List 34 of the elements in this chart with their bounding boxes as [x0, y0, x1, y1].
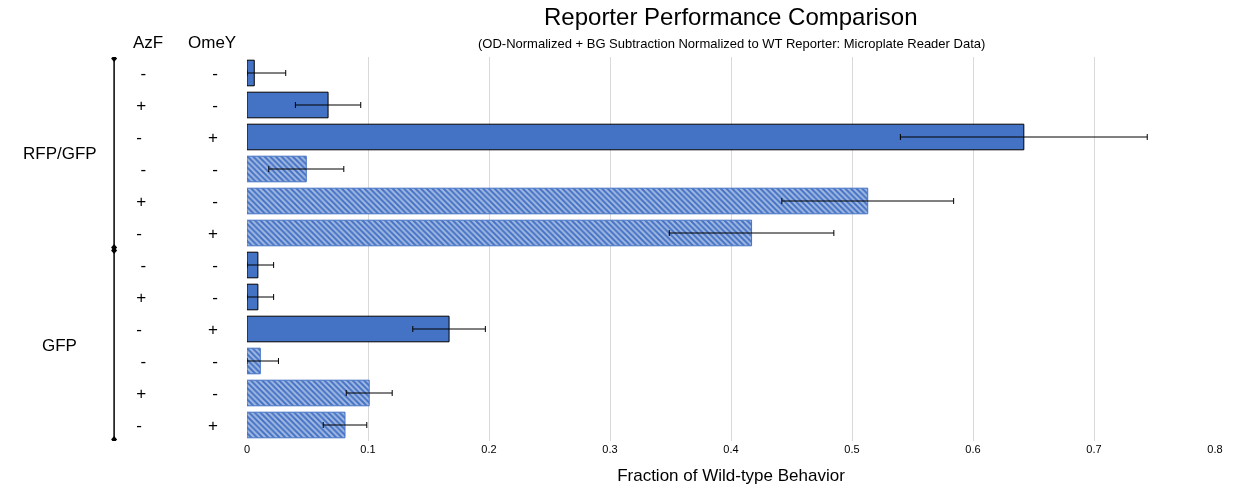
y-tick-label: - + [136, 127, 219, 147]
y-tick-label: - - [140, 255, 218, 275]
bar [247, 347, 261, 375]
y-tick-label: - - [140, 351, 218, 371]
bar [247, 219, 753, 247]
x-tick-label: 0.1 [360, 443, 376, 455]
x-tick-label: 0.3 [602, 443, 618, 455]
y-tick-label: + - [136, 383, 218, 403]
chart-title: Reporter Performance Comparison [544, 3, 918, 30]
y-tick-label: - + [136, 319, 219, 339]
text: RFP/GFP [23, 144, 97, 163]
y-tick-label: + - [136, 191, 218, 211]
y-tick-label: + - [136, 287, 218, 307]
text: AzF [133, 33, 164, 52]
y-tick-label: + - [136, 95, 218, 115]
x-tick-label: 0.5 [844, 443, 860, 455]
y-tick-label: - - [140, 63, 218, 83]
x-tick-label: 0.8 [1207, 443, 1223, 455]
x-tick-label: 0.7 [1086, 443, 1102, 455]
x-tick-label: 0.6 [965, 443, 981, 455]
x-tick-label: 0.4 [723, 443, 739, 455]
text: GFP [42, 336, 77, 355]
bar [247, 379, 370, 407]
bar [247, 155, 307, 183]
bar [247, 411, 346, 439]
bar [247, 187, 869, 215]
y-tick-label: - - [140, 159, 218, 179]
x-axis-title: Fraction of Wild-type Behavior [617, 466, 846, 486]
text: OmeY [188, 33, 237, 52]
y-tick-label: - + [136, 223, 219, 243]
x-tick-label: 0 [243, 443, 251, 455]
x-tick-label: 0.2 [481, 443, 497, 455]
y-tick-label: - + [136, 415, 219, 435]
chart-subtitle: (OD-Normalized + BG Subtraction Normalized to WT Reporter: Microplate Reader Data) [478, 36, 986, 51]
